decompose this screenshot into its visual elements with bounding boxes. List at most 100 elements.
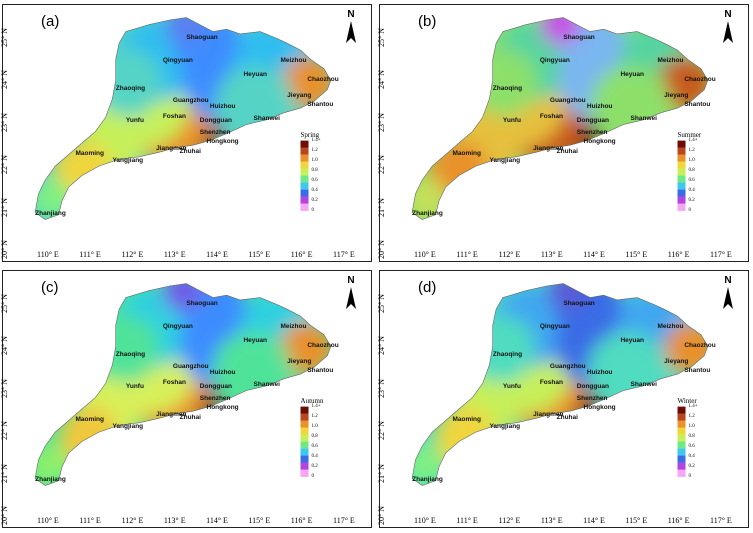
legend-value: 0.8 — [311, 167, 318, 173]
legend-swatch — [677, 203, 686, 211]
legend-value: 1.4+ — [688, 403, 698, 409]
legend-colorbar — [300, 140, 309, 211]
north-arrow-icon — [723, 287, 733, 309]
legend-value: 1.0 — [311, 157, 318, 163]
city-label: Hongkong — [583, 138, 616, 146]
city-label: Hongkong — [206, 138, 239, 146]
longitude-tick: 112° E — [498, 516, 521, 525]
city-label: Zhaoqing — [115, 84, 146, 92]
legend-value: 0 — [311, 207, 315, 213]
longitude-tick: 111° E — [456, 250, 478, 259]
heat-region — [547, 283, 588, 311]
legend-colorbar — [677, 406, 686, 477]
legend-colorbar — [300, 406, 309, 477]
legend-value: 0.4 — [688, 453, 695, 459]
longitude-tick: 113° E — [540, 250, 563, 259]
legend-swatch — [677, 140, 686, 148]
city-label: Heyuan — [620, 337, 644, 344]
legend-value: 0.2 — [688, 463, 695, 469]
longitude-tick: 114° E — [583, 516, 605, 525]
legend-swatch — [677, 154, 686, 162]
legend-swatch — [300, 413, 309, 421]
city-label: Zhanjiang — [412, 210, 443, 218]
legend-value: 1.0 — [688, 423, 695, 429]
legend-swatch — [677, 434, 686, 442]
province-outline — [411, 283, 709, 486]
city-label: Guangzhou — [549, 96, 586, 104]
longitude-tick: 115° E — [625, 516, 648, 525]
city-label: Zhanjiang — [412, 476, 443, 484]
city-label: Zhuhai — [179, 413, 201, 421]
panel-label: (d) — [418, 279, 437, 296]
city-label: Shantou — [684, 367, 711, 375]
legend-swatch — [300, 140, 309, 148]
north-label: N — [347, 275, 355, 286]
heat-region — [164, 17, 206, 45]
legend-title: Autumn — [300, 396, 324, 405]
north-arrow-icon — [346, 287, 356, 309]
city-label: Shanwei — [630, 381, 657, 389]
north-label: N — [724, 9, 732, 20]
legend-swatch — [300, 434, 309, 442]
legend-colorbar — [677, 140, 686, 211]
province-outline — [34, 283, 332, 486]
legend-swatch — [300, 175, 309, 183]
longitude-tick: 117° E — [333, 516, 355, 525]
city-label: Jieyang — [287, 91, 312, 99]
legend-swatch — [300, 469, 309, 477]
legend-value: 1.4+ — [311, 137, 321, 143]
legend-swatch — [300, 154, 309, 162]
longitude-tick: 111° E — [456, 516, 478, 525]
longitude-tick: 116° E — [667, 516, 690, 525]
legend-swatch — [300, 406, 309, 414]
legend-value: 0 — [688, 473, 692, 479]
legend-swatch — [300, 196, 309, 204]
city-label: Shenzhen — [199, 395, 231, 402]
city-label: Hongkong — [583, 404, 616, 412]
city-label: Meizhou — [657, 323, 684, 331]
city-label: Maoming — [452, 149, 481, 157]
legend-swatch — [677, 427, 686, 435]
legend-value: 0 — [311, 473, 315, 479]
legend-swatch — [300, 189, 309, 197]
longitude-tick: 117° E — [710, 516, 732, 525]
city-label: Maoming — [75, 149, 104, 157]
city-label: Huizhou — [209, 369, 236, 377]
north-label: N — [347, 9, 355, 20]
longitude-tick: 115° E — [248, 516, 271, 525]
city-label: Jiangmen — [156, 145, 187, 153]
city-label: Shantou — [307, 101, 334, 109]
city-label: Zhuhai — [556, 147, 578, 155]
longitude-tick: 113° E — [163, 516, 186, 525]
heat-region — [162, 283, 203, 311]
city-label: Jiangmen — [533, 411, 564, 419]
longitude-tick: 110° E — [414, 250, 436, 259]
legend-swatch — [677, 413, 686, 421]
legend-value: 0.6 — [311, 443, 318, 449]
city-label: Dongguan — [576, 383, 609, 391]
map-panel: N (c) Shaoguan Qingyuan Meizhou Heyuan Chaozho… — [0, 270, 372, 528]
city-label: Guangzhou — [172, 362, 209, 370]
panel-label: (c) — [41, 279, 59, 296]
city-label: Shantou — [307, 367, 334, 375]
north-arrow-icon — [346, 21, 356, 43]
city-label: Huizhou — [586, 369, 613, 377]
legend-swatch — [677, 161, 686, 169]
panel-label: (a) — [41, 13, 60, 30]
longitude-tick: 112° E — [121, 516, 144, 525]
legend-value: 0 — [688, 207, 692, 213]
legend-title: Summer — [677, 130, 702, 139]
city-label: Meizhou — [280, 57, 307, 65]
map-panel: N (d) Shaoguan Qingyuan Meizhou Heyuan Chaozho… — [377, 270, 749, 528]
map-panel: N (b) Shaoguan Qingyuan Meizhou Heyuan Chaozho… — [377, 4, 749, 262]
legend-swatch — [300, 441, 309, 449]
map-panel: N (a) Shaoguan Qingyuan Meizhou Heyuan Chaozho… — [0, 4, 372, 262]
city-label: Qingyuan — [539, 57, 570, 65]
legend-swatch — [677, 196, 686, 204]
longitude-tick: 113° E — [540, 516, 563, 525]
legend-value: 1.2 — [311, 413, 318, 419]
legend-swatch — [300, 462, 309, 470]
legend-swatch — [677, 182, 686, 190]
city-label: Foshan — [539, 112, 563, 120]
north-label: N — [724, 275, 732, 286]
